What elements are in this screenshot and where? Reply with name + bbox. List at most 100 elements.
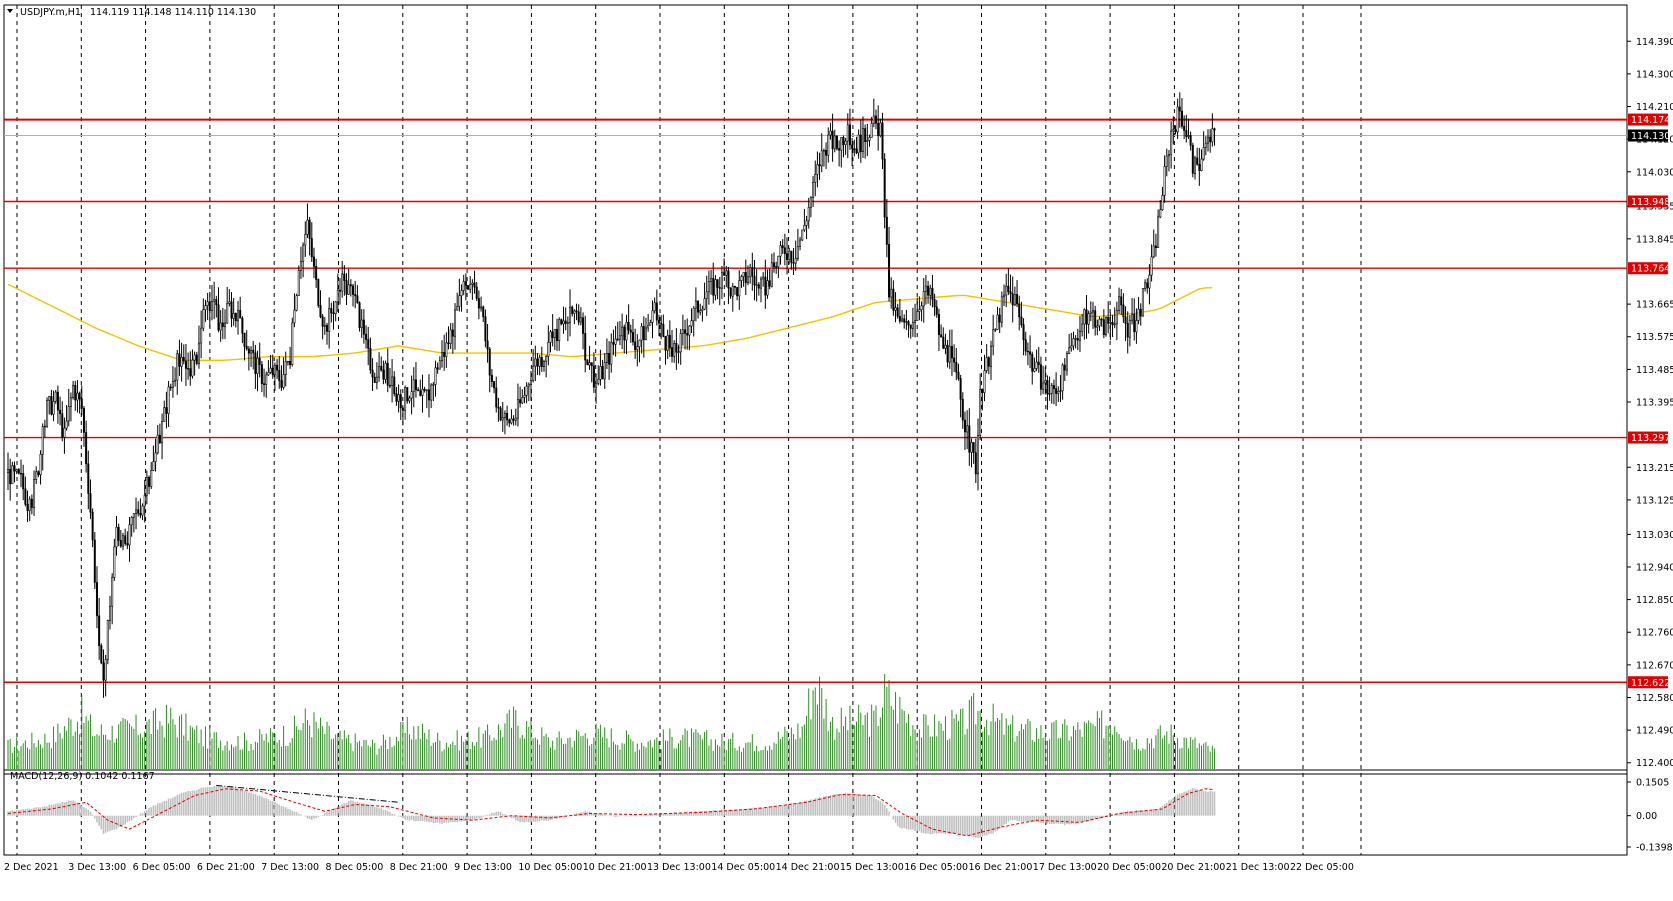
price-tick-label: 113.395 [1636,398,1673,409]
candle-body [310,238,313,258]
candle-body [451,329,454,337]
candle-body [812,181,815,198]
macd-divergence-line [216,784,399,803]
candle-body [944,344,947,349]
candle-body [929,287,932,296]
candle-body [460,290,463,296]
candle-body [503,412,506,418]
candle-body [1026,350,1029,353]
candle-body [1137,308,1140,321]
candle-body [866,140,869,143]
candle-body [759,278,762,289]
candle-body [267,372,270,376]
candle-body [547,342,550,357]
candle-body [610,342,613,365]
level-price-tag [1628,262,1668,275]
candle-body [647,324,650,329]
candle-body [927,285,930,296]
candle-body [115,526,118,548]
candle-body [542,361,545,368]
price-tick-label: 112.850 [1636,595,1673,606]
candle-body [1029,351,1032,355]
candle-body [605,353,608,363]
candle-body [829,130,832,136]
price-axis: 114.390114.300114.210114.120114.030113.9… [1627,37,1673,854]
candle-body [132,513,135,518]
candle-body [137,509,140,514]
candle-body [842,137,845,145]
candle-body [1180,110,1183,127]
horizontal-levels[interactable] [4,118,1627,683]
candle-body [202,309,205,329]
candle-body [1146,282,1149,289]
candle-body [631,331,634,343]
candle-body [406,387,409,402]
candle-body [1020,316,1023,325]
candle-body [959,378,962,400]
candle-body [521,397,524,404]
candle-body [323,324,326,327]
chart-menu-triangle-icon[interactable] [7,9,13,13]
candle-body [816,164,819,175]
time-tick-label: 14 Dec 21:00 [776,862,840,873]
candle-body [510,418,513,424]
candle-body [516,399,519,419]
candle-body [733,286,736,288]
candle-body [1048,393,1051,395]
candle-body [569,306,572,323]
candle-body [33,479,36,508]
candle-body [1118,296,1121,311]
time-tick-label: 20 Dec 21:00 [1161,862,1225,873]
candle-body [807,207,810,222]
candle-body [378,366,381,378]
candle-body [26,504,29,512]
candle-body [729,287,732,297]
candle-body [208,301,211,311]
candle-body [1063,364,1066,371]
candle-body [677,351,680,353]
candle-body [894,307,897,311]
candle-body [621,326,624,337]
candle-body [382,369,385,380]
candle-body [536,358,539,367]
level-price-tag [1628,676,1668,689]
candle-body [213,299,216,302]
candle-body [764,276,767,296]
candle-body [879,122,882,136]
candle-body [571,306,574,314]
candle-body [749,267,752,278]
candle-body [818,164,821,167]
candle-body [52,401,55,415]
candle-body [391,376,394,386]
candle-body [215,299,218,306]
candle-body [475,286,478,299]
candle-body [1092,310,1095,313]
candle-body [245,346,248,350]
candle-body [141,505,144,516]
candle-body [885,216,888,245]
candle-body [549,331,552,343]
candle-body [39,453,42,476]
time-tick-label: 6 Dec 05:00 [133,862,191,873]
candle-body [529,380,532,385]
candle-body [822,150,825,152]
candle-body [966,425,969,433]
candle-body [948,346,951,363]
candle-body [165,407,168,414]
candle-body [981,389,984,393]
candle-body [345,280,348,295]
candle-body [562,320,565,325]
candle-body [599,366,602,380]
candle-body [657,319,660,324]
candle-body [108,605,111,621]
candle-body [380,366,383,371]
candle-body [707,281,710,293]
candle-body [436,367,439,370]
candle-body [710,278,713,282]
candle-body [718,287,721,289]
candle-body [412,379,415,392]
candle-body [122,535,125,547]
candle-body [681,329,684,334]
